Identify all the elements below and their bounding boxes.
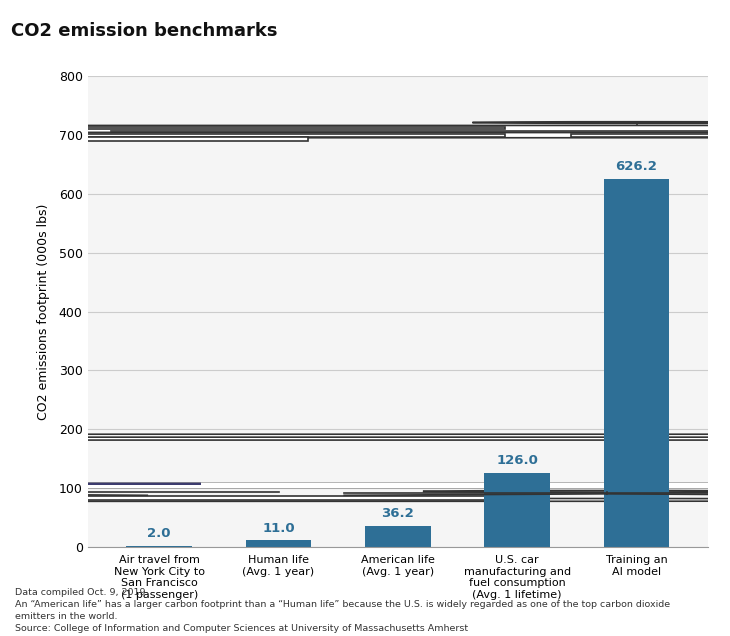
Bar xyxy=(604,179,669,547)
Text: CO2 emission benchmarks: CO2 emission benchmarks xyxy=(11,22,277,41)
FancyBboxPatch shape xyxy=(0,437,730,440)
Bar xyxy=(0,134,505,137)
Bar xyxy=(365,526,431,547)
Y-axis label: CO2 emissions footprint (000s lbs): CO2 emissions footprint (000s lbs) xyxy=(37,204,50,420)
Bar xyxy=(571,134,730,137)
Bar xyxy=(246,541,311,547)
Text: 126.0: 126.0 xyxy=(496,454,538,467)
Circle shape xyxy=(472,121,730,123)
Text: 2.0: 2.0 xyxy=(147,527,171,540)
Text: 626.2: 626.2 xyxy=(615,160,658,173)
FancyBboxPatch shape xyxy=(0,125,730,132)
FancyBboxPatch shape xyxy=(0,132,730,138)
Bar xyxy=(0,482,730,488)
FancyBboxPatch shape xyxy=(0,434,730,437)
Bar xyxy=(126,546,192,547)
Text: Data compiled Oct. 9, 2019.
An “American life” has a larger carbon footprint tha: Data compiled Oct. 9, 2019. An “American… xyxy=(15,588,669,633)
Bar xyxy=(0,482,201,485)
Ellipse shape xyxy=(0,499,730,501)
Bar xyxy=(0,137,308,141)
Text: 11.0: 11.0 xyxy=(262,522,295,535)
Bar xyxy=(46,127,505,129)
Bar xyxy=(485,473,550,547)
Polygon shape xyxy=(0,496,488,500)
Text: 36.2: 36.2 xyxy=(382,507,414,520)
